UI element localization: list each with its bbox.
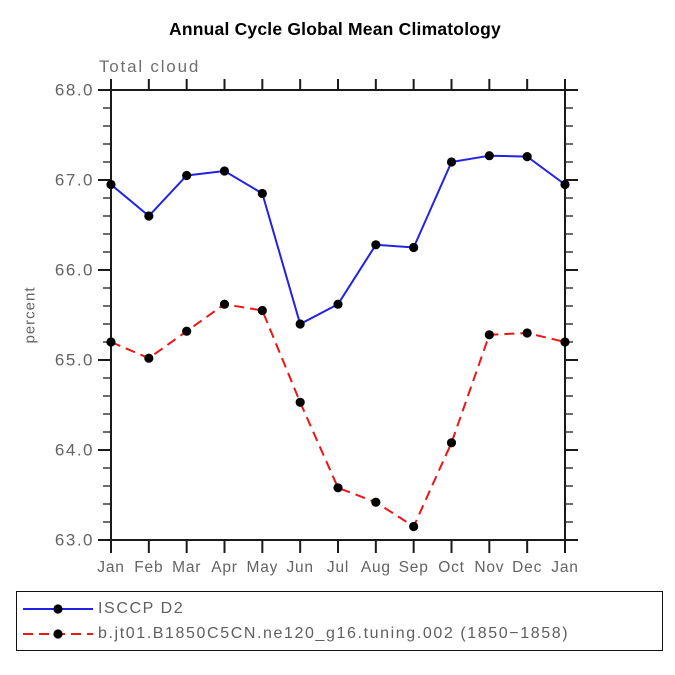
chart-subtitle: Total cloud <box>99 57 201 76</box>
legend-sample-marker <box>53 628 63 639</box>
data-point <box>409 521 419 532</box>
x-tick-label: Jul <box>327 559 349 576</box>
data-point <box>560 337 570 347</box>
data-point <box>219 299 230 309</box>
data-point <box>522 152 532 162</box>
series-line-1 <box>110 303 566 528</box>
data-point <box>409 242 419 253</box>
data-point <box>106 179 116 190</box>
data-point <box>219 166 230 176</box>
data-point <box>446 157 457 167</box>
data-point <box>257 188 267 199</box>
y-tick-label: 63.0 <box>55 531 94 550</box>
data-point <box>560 179 570 190</box>
data-point <box>295 397 305 407</box>
series-markers-1 <box>106 299 570 532</box>
y-axis-ticks: 63.0 64.0 65.0 66.0 67.0 68.0 <box>55 81 578 550</box>
x-tick-label: Aug <box>361 559 391 576</box>
x-tick-label: Mar <box>172 559 201 576</box>
x-tick-label: Nov <box>474 559 504 576</box>
y-tick-label: 67.0 <box>55 171 94 190</box>
data-point <box>333 299 343 309</box>
legend-label-isccp: ISCCP D2 <box>98 599 185 617</box>
x-tick-label: Jan <box>97 559 124 576</box>
data-point <box>371 240 381 250</box>
x-tick-label: Dec <box>512 559 542 576</box>
y-tick-label: 64.0 <box>55 441 94 460</box>
x-tick-label: Sep <box>399 559 429 576</box>
x-tick-label: May <box>246 559 278 576</box>
chart-title: Annual Cycle Global Mean Climatology <box>169 19 501 39</box>
legend-item-isccp: ISCCP D2 <box>21 596 662 621</box>
data-point <box>522 328 532 338</box>
legend-line-sample-solid <box>23 603 93 614</box>
legend-sample-marker <box>53 603 63 614</box>
data-point <box>182 326 192 336</box>
legend-box: ISCCP D2 b.jt01.B1850C5CN.ne120_g16.tuni… <box>16 591 663 651</box>
data-point <box>484 151 494 161</box>
legend-item-model: b.jt01.B1850C5CN.ne120_g16.tuning.002 (1… <box>21 621 662 646</box>
data-point <box>484 330 494 340</box>
x-tick-label: Jan <box>551 559 578 576</box>
x-tick-label: Oct <box>438 559 465 576</box>
x-tick-label: Jun <box>286 559 313 576</box>
y-tick-label: 66.0 <box>55 261 94 280</box>
plot-frame <box>110 89 566 541</box>
data-point <box>144 211 154 221</box>
data-point <box>446 438 457 448</box>
legend-line-sample-dashed <box>23 628 93 639</box>
x-axis-ticks: Jan Feb Mar Apr May Jun Jul Aug Sep Oct Nov Dec Jan <box>97 79 578 576</box>
data-point <box>371 497 381 507</box>
data-point <box>106 337 116 347</box>
series-line-0 <box>110 154 566 326</box>
data-point <box>333 483 343 493</box>
y-tick-label: 68.0 <box>55 81 94 100</box>
y-tick-label: 65.0 <box>55 351 94 370</box>
data-point <box>144 353 154 363</box>
x-tick-label: Apr <box>211 559 238 576</box>
series-markers-0 <box>106 151 570 329</box>
data-point <box>257 305 267 316</box>
legend-label-model: b.jt01.B1850C5CN.ne120_g16.tuning.002 (1… <box>98 624 570 642</box>
data-point <box>295 319 305 329</box>
x-tick-label: Feb <box>134 559 163 576</box>
data-point <box>182 170 192 181</box>
